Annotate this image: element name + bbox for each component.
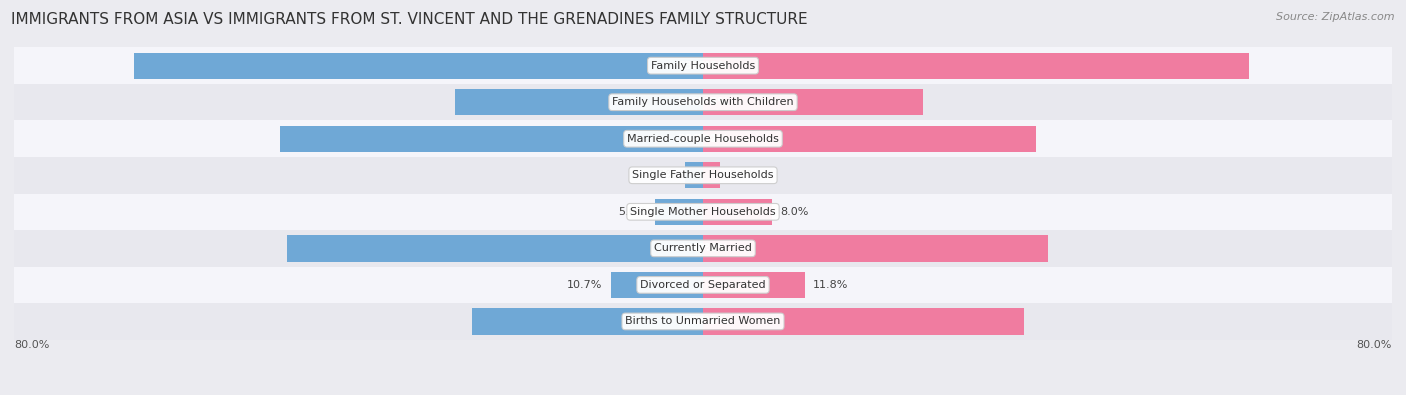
Text: 38.7%: 38.7%: [678, 134, 716, 144]
Text: 49.1%: 49.1%: [690, 134, 728, 144]
Bar: [703, 308, 1024, 335]
Bar: [14, 157, 1392, 194]
Text: IMMIGRANTS FROM ASIA VS IMMIGRANTS FROM ST. VINCENT AND THE GRENADINES FAMILY ST: IMMIGRANTS FROM ASIA VS IMMIGRANTS FROM …: [11, 12, 808, 27]
Bar: [703, 272, 804, 298]
Text: 80.0%: 80.0%: [14, 340, 49, 350]
Text: 40.1%: 40.1%: [678, 243, 716, 253]
Bar: [610, 272, 703, 298]
Bar: [456, 89, 703, 115]
Text: Births to Unmarried Women: Births to Unmarried Women: [626, 316, 780, 326]
Text: Family Households with Children: Family Households with Children: [612, 97, 794, 107]
Text: 48.3%: 48.3%: [690, 243, 728, 253]
Text: 5.6%: 5.6%: [617, 207, 647, 217]
Bar: [134, 53, 703, 79]
Bar: [703, 89, 924, 115]
Text: 37.3%: 37.3%: [678, 316, 716, 326]
Text: 63.4%: 63.4%: [678, 61, 716, 71]
Bar: [703, 126, 1036, 152]
Bar: [14, 120, 1392, 157]
Bar: [703, 162, 720, 188]
Bar: [14, 84, 1392, 120]
Text: 8.0%: 8.0%: [780, 207, 808, 217]
Text: Family Households: Family Households: [651, 61, 755, 71]
Text: 2.0%: 2.0%: [728, 170, 758, 180]
Bar: [14, 47, 1392, 84]
Bar: [703, 199, 772, 225]
Bar: [685, 162, 703, 188]
Bar: [14, 230, 1392, 267]
Bar: [14, 303, 1392, 340]
Bar: [280, 126, 703, 152]
Text: Source: ZipAtlas.com: Source: ZipAtlas.com: [1277, 12, 1395, 22]
Text: 2.1%: 2.1%: [648, 170, 676, 180]
Text: 11.8%: 11.8%: [813, 280, 849, 290]
Text: Currently Married: Currently Married: [654, 243, 752, 253]
Bar: [703, 235, 1049, 261]
Text: Divorced or Separated: Divorced or Separated: [640, 280, 766, 290]
Text: 25.6%: 25.6%: [678, 97, 716, 107]
Bar: [472, 308, 703, 335]
Bar: [703, 53, 1249, 79]
Bar: [14, 194, 1392, 230]
Text: 26.8%: 26.8%: [690, 316, 728, 326]
Text: 80.0%: 80.0%: [1357, 340, 1392, 350]
Text: 10.7%: 10.7%: [567, 280, 602, 290]
Bar: [14, 267, 1392, 303]
Text: 66.1%: 66.1%: [690, 61, 728, 71]
Bar: [287, 235, 703, 261]
Text: Single Mother Households: Single Mother Households: [630, 207, 776, 217]
Bar: [655, 199, 703, 225]
Text: Married-couple Households: Married-couple Households: [627, 134, 779, 144]
Text: 28.8%: 28.8%: [690, 97, 728, 107]
Text: Single Father Households: Single Father Households: [633, 170, 773, 180]
